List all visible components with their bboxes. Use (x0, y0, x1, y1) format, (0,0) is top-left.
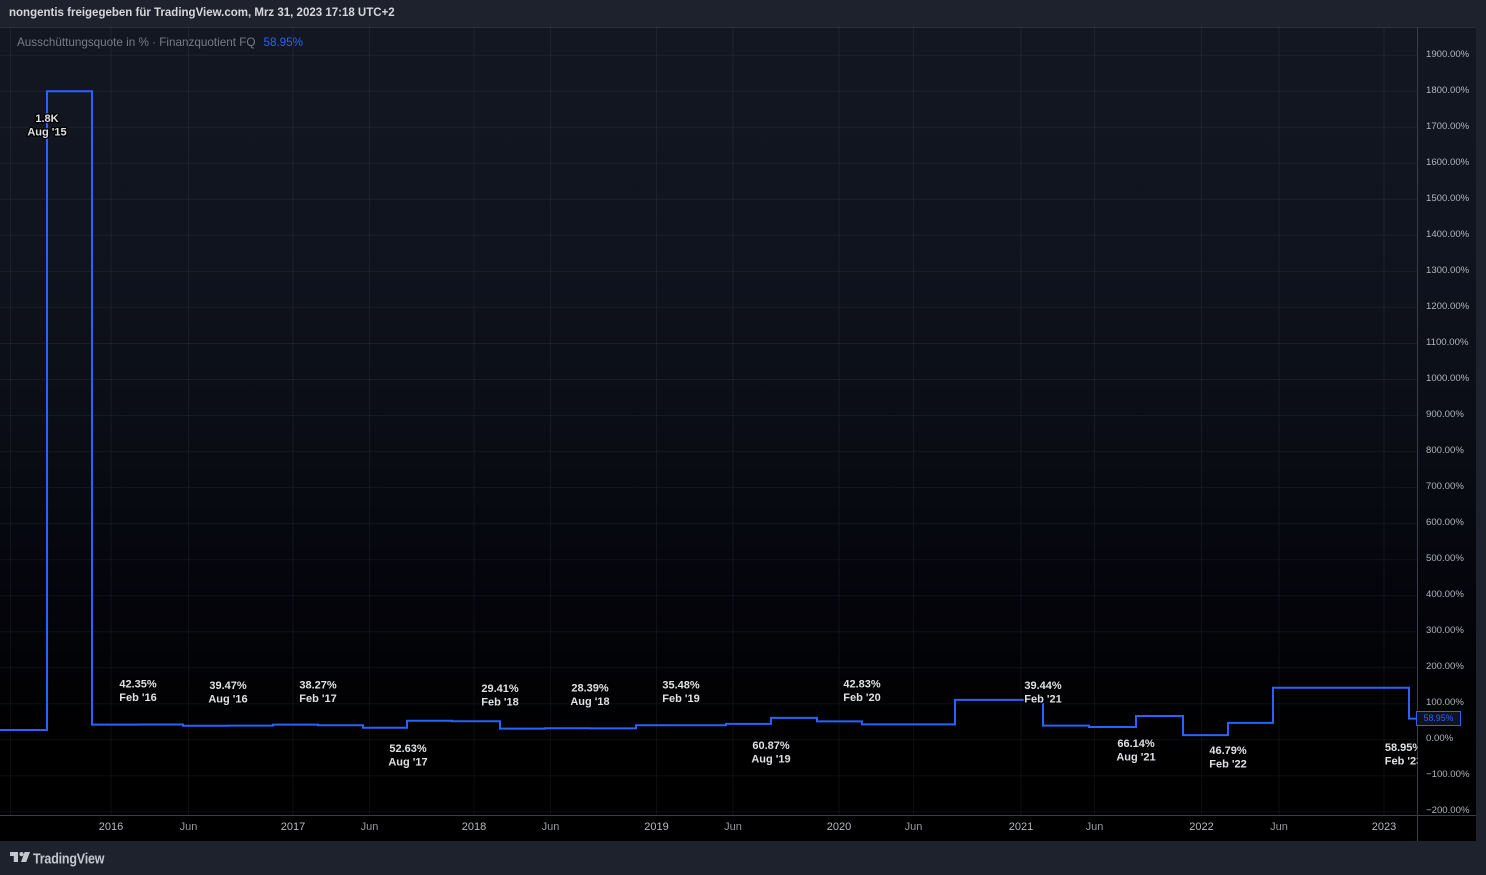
svg-text:Aug '18: Aug '18 (570, 696, 609, 708)
svg-text:29.41%: 29.41% (481, 683, 519, 695)
svg-text:39.44%: 39.44% (1024, 680, 1062, 692)
svg-text:Aug '21: Aug '21 (1116, 752, 1155, 764)
svg-text:42.83%: 42.83% (843, 679, 881, 691)
svg-text:28.39%: 28.39% (571, 683, 609, 695)
svg-text:Aug '19: Aug '19 (751, 754, 790, 766)
svg-text:52.63%: 52.63% (389, 743, 427, 755)
svg-text:38.27%: 38.27% (299, 679, 337, 691)
svg-text:58.95%: 58.95% (1385, 742, 1423, 754)
svg-text:Aug '15: Aug '15 (27, 127, 66, 139)
svg-text:Feb '17: Feb '17 (299, 693, 336, 705)
svg-text:Feb '22: Feb '22 (1209, 759, 1246, 771)
svg-text:66.14%: 66.14% (1117, 738, 1155, 750)
svg-text:42.35%: 42.35% (119, 679, 157, 691)
svg-text:TradingView: TradingView (33, 850, 105, 866)
svg-text:Feb '20: Feb '20 (843, 692, 880, 704)
svg-text:1.8K: 1.8K (35, 113, 58, 125)
svg-text:46.79%: 46.79% (1209, 745, 1247, 757)
svg-text:60.87%: 60.87% (752, 740, 790, 752)
svg-text:Feb '23: Feb '23 (1385, 755, 1422, 767)
svg-text:Aug '16: Aug '16 (208, 693, 247, 705)
svg-text:35.48%: 35.48% (662, 679, 700, 691)
svg-text:Feb '16: Feb '16 (119, 692, 156, 704)
svg-text:Aug '17: Aug '17 (388, 756, 427, 768)
svg-text:39.47%: 39.47% (209, 680, 247, 692)
svg-text:Feb '18: Feb '18 (481, 696, 518, 708)
svg-text:Feb '21: Feb '21 (1024, 693, 1061, 705)
svg-text:Feb '19: Feb '19 (662, 693, 699, 705)
